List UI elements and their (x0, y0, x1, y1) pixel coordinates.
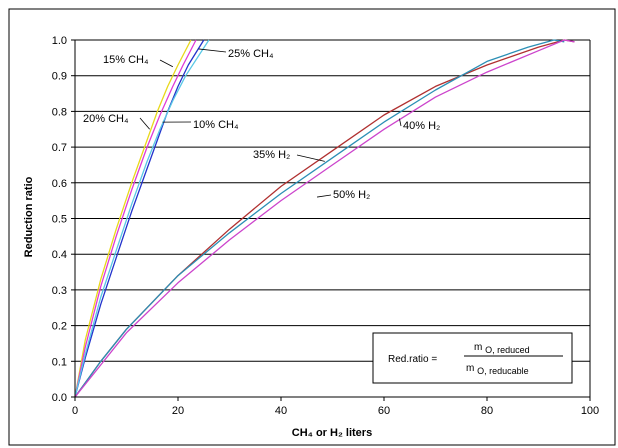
x-tick-label: 60 (378, 405, 390, 417)
y-tick-label: 0.7 (52, 142, 67, 154)
y-tick-label: 0.6 (52, 178, 67, 190)
y-tick-label: 0.2 (52, 321, 67, 333)
formula-denominator-m: m (466, 363, 474, 374)
x-tick-label: 20 (172, 405, 184, 417)
formula-numerator-sub: O, reduced (485, 345, 530, 355)
formula-box-border (372, 332, 573, 384)
y-axis-title: Reduction ratio (23, 176, 35, 257)
x-tick-label: 80 (481, 405, 493, 417)
series-label: 50% H₂ (333, 189, 370, 201)
series-line (74, 39, 197, 398)
formula-numerator: m O, reduced (474, 342, 530, 355)
series-label: 25% CH₄ (228, 48, 274, 60)
y-tick-label: 0.1 (52, 356, 67, 368)
series-label: 35% H₂ (253, 149, 290, 161)
series-line (74, 39, 192, 398)
series-label: 15% CH₄ (103, 54, 149, 66)
x-tick-label: 100 (581, 405, 599, 417)
annotation-leader (159, 59, 174, 68)
series-line (74, 39, 575, 398)
series-line (74, 39, 205, 398)
annotation-leader (399, 118, 402, 127)
y-tick-label: 0.5 (52, 214, 67, 226)
y-tick-label: 0.8 (52, 106, 67, 118)
series-layer (74, 39, 575, 398)
y-tick-label: 0.4 (52, 249, 67, 261)
x-tick-label: 0 (72, 405, 78, 417)
x-tick-label: 40 (275, 405, 287, 417)
y-tick-label: 0.9 (52, 71, 67, 83)
annotation-leader (198, 48, 227, 53)
annotation-leader (296, 154, 325, 162)
series-label: 10% CH₄ (193, 119, 239, 131)
x-axis-title: CH₄ or H₂ liters (292, 427, 372, 439)
annotation-leader (139, 117, 150, 130)
formula-lhs: Red.ratio = (388, 354, 437, 365)
formula-box: Red.ratio = m O, reduced m O, reducable (372, 332, 573, 384)
chart-border (8, 8, 616, 446)
y-tick-label: 0.0 (52, 392, 67, 404)
annotation-layer: 15% CH₄ 25% CH₄ 20% CH₄ 10% CH₄ 40% H₂ 35% H₂… (83, 48, 440, 201)
series-line (74, 39, 565, 398)
formula-denominator-sub: O, reducable (477, 366, 529, 376)
axis-layer: 0.0 0.1 0.2 0.3 0.4 0.5 0.6 0.7 0.8 0.9 1.0 0 20 40 60… (52, 35, 599, 417)
annotation-leader (316, 194, 332, 198)
series-label: 20% CH₄ (83, 113, 129, 125)
y-tick-label: 0.3 (52, 285, 67, 297)
formula-numerator-m: m (474, 342, 482, 353)
formula-denominator: m O, reducable (466, 363, 529, 376)
y-tick-label: 1.0 (52, 35, 67, 47)
series-line (74, 39, 210, 398)
series-label: 40% H₂ (403, 120, 440, 132)
